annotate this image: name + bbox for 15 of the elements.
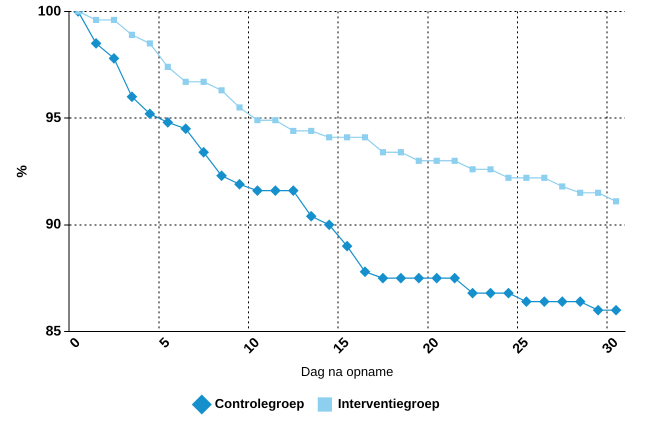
y-tick-label: 90 [46,216,62,232]
x-tick-label: 30 [598,334,622,356]
x-tick-label: 15 [330,334,352,356]
x-tick-label: 10 [240,334,262,356]
legend-label: Controlegroep [214,396,304,412]
x-tick-label: 25 [508,334,532,356]
y-tick-label: 95 [46,108,62,125]
y-tick-label: 100 [38,2,62,18]
x-axis-title: Dag na opname [300,364,394,379]
x-tick-label: 20 [419,334,442,356]
y-tick-label: 85 [46,322,62,338]
y-axis-title: % [13,164,30,178]
legend-label: Interventiegroep [338,396,440,412]
x-tick-label: 5 [156,334,173,351]
x-tick-label: 0 [66,334,84,351]
